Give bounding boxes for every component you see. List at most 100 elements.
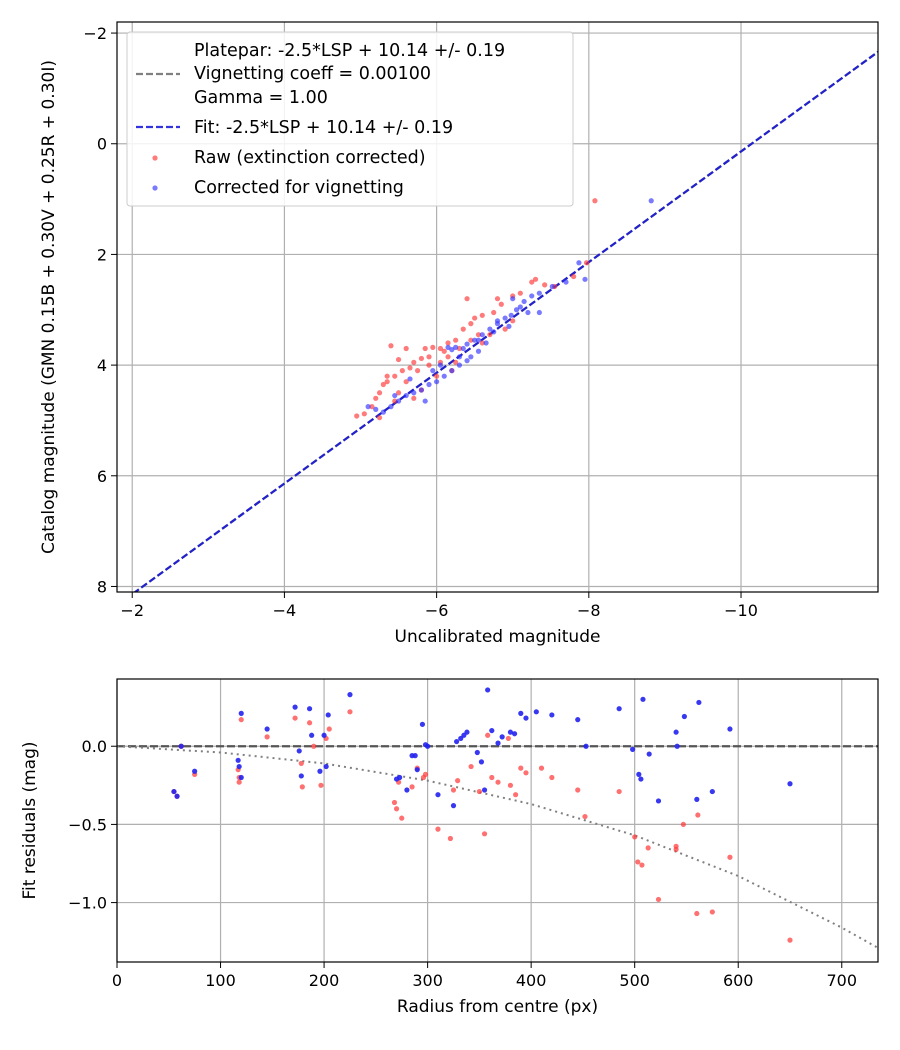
bottom-point-s0-37 <box>507 782 514 788</box>
bottom-point-s1-3 <box>192 768 198 774</box>
residuals-chart: 0 100 200 300 400 500 600 700 0.0 −0.5 −1.0 Radius… <box>20 678 879 1017</box>
bottom-point-s1-4 <box>235 757 241 763</box>
bottom-point-s0-39 <box>518 765 524 771</box>
bottom-point-s1-23 <box>412 753 418 759</box>
bottom-point-s0-16 <box>326 726 332 732</box>
bottom-point-s0-6 <box>236 779 242 785</box>
top-point-s1-50 <box>510 296 516 302</box>
bottom-x-tick-label-3: 300 <box>412 971 443 990</box>
bottom-point-s1-41 <box>507 729 514 735</box>
top-point-s1-34 <box>373 406 379 412</box>
top-point-s0-51 <box>479 340 485 346</box>
top-point-s1-0 <box>648 198 654 204</box>
top-data-points <box>354 198 654 421</box>
top-point-s1-41 <box>483 340 489 346</box>
bottom-point-s0-53 <box>680 821 686 828</box>
bottom-point-s1-20 <box>397 774 403 781</box>
bottom-point-s1-42 <box>511 731 518 737</box>
top-y-tick-label-5: 8 <box>97 577 107 596</box>
bottom-point-s1-24 <box>414 767 420 773</box>
bottom-point-s1-12 <box>306 706 313 712</box>
bottom-point-s0-29 <box>455 778 461 784</box>
bottom-point-s1-28 <box>435 792 441 798</box>
bottom-point-s1-45 <box>533 709 539 715</box>
bottom-point-s0-27 <box>447 835 453 842</box>
top-point-s0-25 <box>384 379 390 385</box>
bottom-point-s1-51 <box>636 771 642 777</box>
top-point-s0-1 <box>583 260 590 266</box>
top-x-tick-label-2: −6 <box>425 601 449 620</box>
bottom-point-s0-30 <box>468 763 474 770</box>
top-point-s0-22 <box>407 365 413 371</box>
top-y-axis-label: Catalog magnitude (GMN 0.15B + 0.30V + 0… <box>39 60 59 554</box>
top-point-s0-57 <box>445 354 451 360</box>
top-y-tick-label-3: 4 <box>97 356 107 375</box>
top-point-s1-16 <box>464 341 470 347</box>
top-point-s0-9 <box>498 301 504 307</box>
bottom-x-tick-label-4: 400 <box>516 971 547 990</box>
top-point-s0-54 <box>426 362 432 368</box>
bottom-point-s1-53 <box>640 696 646 702</box>
top-point-s1-43 <box>456 354 463 360</box>
bottom-point-s0-21 <box>399 815 405 821</box>
top-point-s1-7 <box>521 298 527 305</box>
top-point-s0-26 <box>380 381 386 388</box>
top-point-s1-8 <box>517 304 523 310</box>
bottom-point-s0-55 <box>695 812 701 818</box>
bottom-point-s0-22 <box>409 784 415 790</box>
top-point-s0-28 <box>369 404 375 410</box>
bottom-point-s1-38 <box>489 727 495 734</box>
top-point-s0-27 <box>376 390 383 396</box>
bottom-point-s0-25 <box>422 771 429 777</box>
top-y-tick-label-4: 6 <box>97 467 107 486</box>
top-point-s0-40 <box>388 343 394 349</box>
bottom-point-s1-55 <box>655 798 662 804</box>
top-point-s0-21 <box>411 359 417 365</box>
bottom-point-s0-32 <box>481 831 488 837</box>
top-point-s1-33 <box>380 409 386 415</box>
top-point-s0-55 <box>395 390 402 396</box>
top-x-axis-label: Uncalibrated magnitude <box>395 627 601 647</box>
bottom-point-s0-10 <box>298 760 304 767</box>
bottom-point-s1-5 <box>236 763 242 770</box>
bottom-point-s0-46 <box>632 834 638 840</box>
top-point-s0-6 <box>529 279 535 285</box>
top-point-s1-49 <box>494 318 501 324</box>
top-point-s0-35 <box>475 332 482 338</box>
bottom-point-s1-14 <box>317 768 323 774</box>
top-point-s1-2 <box>576 260 582 266</box>
bottom-x-tick-label-5: 500 <box>619 971 650 990</box>
top-point-s0-52 <box>487 332 493 338</box>
bottom-point-s1-6 <box>238 774 244 781</box>
top-point-s0-31 <box>464 296 470 302</box>
bottom-point-s0-13 <box>311 743 317 749</box>
top-point-s0-20 <box>418 355 424 362</box>
bottom-y-tick-label-1: −0.5 <box>68 815 107 834</box>
top-point-s0-39 <box>403 345 409 352</box>
bottom-point-s0-19 <box>393 806 400 812</box>
top-point-s1-47 <box>392 392 398 399</box>
top-point-s1-18 <box>453 344 459 350</box>
bottom-y-tick-label-2: −1.0 <box>68 894 107 913</box>
legend-corrected-marker <box>152 185 158 191</box>
top-point-s1-19 <box>449 347 455 353</box>
bottom-point-s0-8 <box>264 734 270 740</box>
bottom-point-s0-49 <box>645 845 651 851</box>
bottom-point-s0-52 <box>673 846 679 853</box>
legend-raw-marker <box>152 155 158 161</box>
top-point-s0-13 <box>468 321 474 327</box>
top-point-s0-12 <box>472 315 478 321</box>
top-point-s1-38 <box>525 309 531 316</box>
legend-fit-label: Fit: -2.5*LSP + 10.14 +/- 0.19 <box>194 118 453 138</box>
top-point-s0-46 <box>392 398 398 404</box>
bottom-point-s1-21 <box>404 787 410 793</box>
top-point-s0-32 <box>494 296 501 302</box>
bottom-point-s0-41 <box>538 765 545 771</box>
top-point-s1-48 <box>475 337 482 343</box>
bottom-point-s1-63 <box>787 781 793 787</box>
top-point-s0-18 <box>430 344 436 350</box>
bottom-point-s1-33 <box>464 729 470 735</box>
bottom-point-s1-52 <box>638 776 644 782</box>
top-point-s1-17 <box>460 345 466 352</box>
bottom-x-tick-label-0: 0 <box>112 971 122 990</box>
